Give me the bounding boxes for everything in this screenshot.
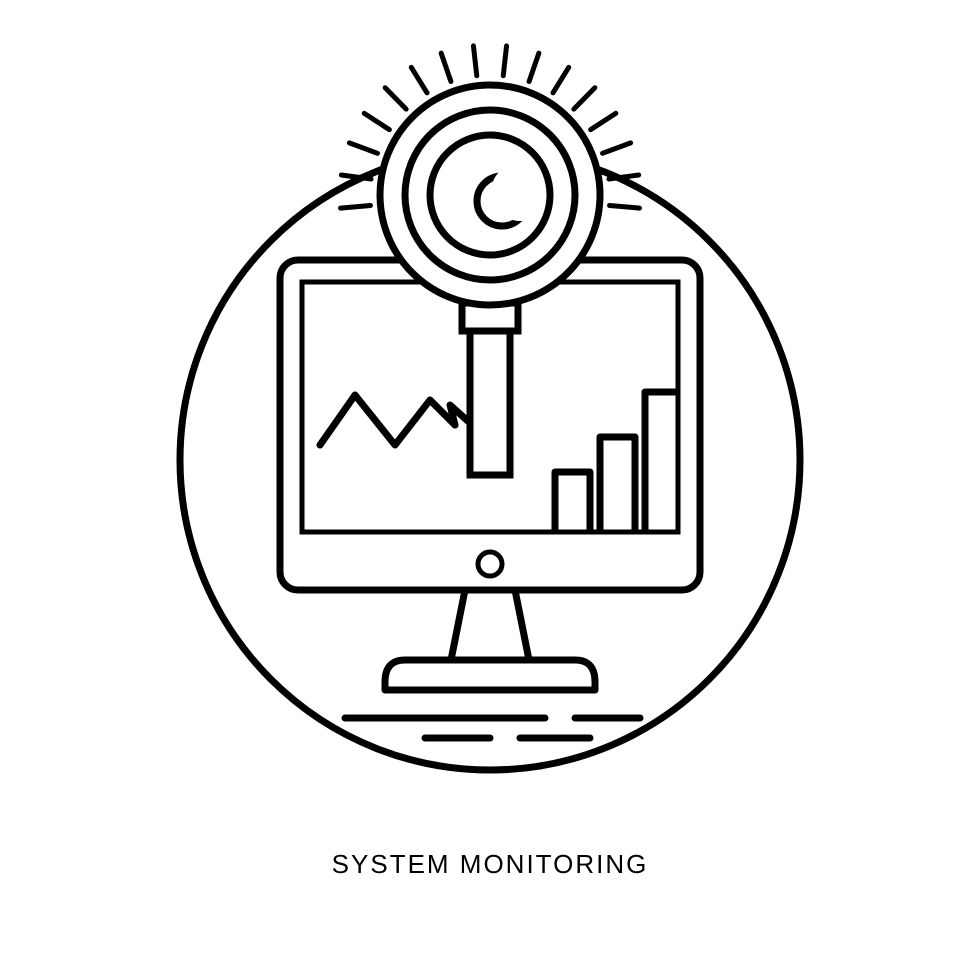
caption-label: SYSTEM MONITORING — [0, 849, 980, 880]
infographic-container: SYSTEM MONITORING — [0, 0, 980, 980]
system-monitoring-icon — [0, 0, 980, 980]
